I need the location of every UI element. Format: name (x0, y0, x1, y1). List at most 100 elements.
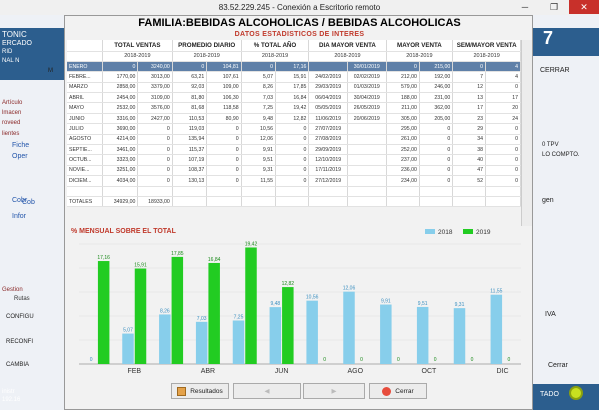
maximize-button[interactable]: ❐ (549, 2, 559, 12)
background-right-header: 7 (533, 28, 599, 56)
data-label: 9,48 (270, 301, 280, 307)
background-app-right (533, 15, 599, 410)
background-left-item: Oper (12, 153, 28, 160)
table-cell: 06/04/2019 (308, 92, 348, 104)
table-cell (172, 186, 208, 197)
table-cell (347, 186, 387, 197)
table-cell: 13 (452, 92, 486, 104)
row-label: JUNIO (67, 113, 103, 125)
data-label: 0 (397, 357, 400, 363)
table-cell: 261,00 (386, 134, 420, 146)
minimize-button[interactable]: ─ (521, 2, 529, 12)
data-label: 0 (90, 357, 93, 363)
table-cell: 236,00 (386, 165, 420, 177)
table-cell: 0 (137, 165, 173, 177)
table-cell: 0 (419, 144, 454, 156)
table-cell: 295,00 (386, 123, 420, 135)
table-cell (419, 186, 454, 197)
x-tick-label: JUN (275, 368, 289, 375)
background-app-left (0, 15, 64, 410)
table-row[interactable]: ABRIL 2454,00 3109,00 81,80 106,30 7,03 16,84 0… (67, 92, 521, 104)
table-cell: 0 (275, 175, 310, 187)
table-scrollbar[interactable] (521, 40, 532, 226)
table-cell: 26/05/2019 (347, 102, 387, 114)
table-cell (308, 61, 348, 73)
row-label: NOVIE... (67, 165, 103, 177)
background-left-item: CONFIGU (6, 314, 34, 320)
table-cell: 7,03 (241, 92, 277, 104)
row-label: AGOSTO (67, 134, 103, 146)
table-row[interactable]: MARZO 2858,00 3379,00 92,03 109,00 8,26 17,85 2… (67, 82, 521, 94)
table-cell (347, 154, 387, 166)
row-label: TOTALES (67, 196, 103, 208)
table-cell: 579,00 (386, 82, 420, 94)
table-cell: 205,00 (419, 113, 454, 125)
bar-2018-dic (490, 294, 503, 364)
table-row[interactable]: DICIEM... 4034,00 0 130,13 0 11,55 0 27/12/2019… (67, 175, 521, 187)
table-cell: 11,55 (241, 175, 277, 187)
table-row[interactable]: SEPTIE... 3461,00 0 115,37 0 9,91 0 29/09/2019 2… (67, 144, 521, 156)
next-button[interactable]: ▶ (303, 383, 365, 399)
table-cell (347, 196, 387, 208)
table-row[interactable]: FEBRE... 1770,00 3013,00 63,21 107,61 5,07 15,… (67, 71, 521, 83)
monthly-percent-chart: 0 5,07 8,26 7,03 7,25 9,48 10,56 12,06 9,91 9,51 9… (79, 229, 521, 375)
bar-2019-may (245, 247, 257, 364)
table-row[interactable] (67, 186, 521, 197)
column-subheader: 2018-2019 (241, 51, 310, 62)
bar-2018-may (232, 320, 245, 364)
cerrar-label: Cerrar (395, 387, 414, 395)
table-cell: 3576,00 (137, 102, 173, 114)
table-cell: 215,00 (419, 61, 454, 73)
data-label: 12,82 (282, 281, 295, 287)
table-cell: 9,31 (241, 165, 277, 177)
previous-button[interactable]: ◀ (233, 383, 301, 399)
table-cell: 212,00 (386, 71, 420, 83)
cerrar-button[interactable]: Cerrar (369, 383, 427, 399)
table-row[interactable]: ENERO 0 3240,00 0 104,81 0 17,16 30/01/2019 0 215… (67, 61, 521, 73)
table-cell (485, 196, 521, 208)
table-cell: 02/02/2019 (347, 71, 387, 83)
table-row[interactable]: AGOSTO 4214,00 0 135,94 0 12,06 0 27/08/2019 261… (67, 134, 521, 146)
table-row[interactable]: JUNIO 3316,00 2427,00 110,53 80,90 9,48 12,82 1… (67, 113, 521, 125)
close-button[interactable]: ✕ (569, 0, 599, 14)
table-cell: 63,21 (172, 71, 208, 83)
table-cell (172, 196, 208, 208)
results-button[interactable]: Resultados (171, 383, 229, 399)
background-left-item: Cobr (12, 197, 28, 204)
data-label: 19,42 (245, 241, 258, 247)
table-cell: 0 (419, 123, 454, 135)
bar-2019-mar (171, 256, 184, 364)
table-row[interactable]: JULIO 3690,00 0 119,03 0 10,56 0 27/07/2019 295,… (67, 123, 521, 135)
table-cell: 3109,00 (137, 92, 173, 104)
x-tick-label: FEB (127, 368, 141, 375)
row-label: ABRIL (67, 92, 103, 104)
results-icon (177, 386, 187, 396)
table-row[interactable]: MAYO 2532,00 3576,00 81,68 118,58 7,25 19,42 05… (67, 102, 521, 114)
data-label: 11,55 (490, 289, 502, 295)
column-header: PROMEDIO DIARIO (172, 40, 242, 52)
table-cell: 362,00 (419, 102, 454, 114)
table-cell (347, 134, 387, 146)
results-label: Resultados (190, 387, 223, 395)
column-header: MAYOR VENTA (386, 40, 454, 52)
table-cell: 231,00 (419, 92, 454, 104)
table-cell: 0 (102, 61, 139, 73)
background-left-item: M (48, 68, 53, 74)
table-cell: 0 (206, 144, 242, 156)
table-row[interactable]: NOVIE... 3251,00 0 108,37 0 9,31 0 17/11/2019 23… (67, 165, 521, 177)
table-cell: 11/06/2019 (308, 113, 348, 125)
table-cell: 0 (485, 82, 521, 94)
background-left-item: roveed (2, 120, 21, 126)
table-cell: 34 (452, 134, 486, 146)
table-row[interactable]: OCTUB... 3323,00 0 107,19 0 9,51 0 12/10/2019 23… (67, 154, 521, 166)
bar-2019-jun (282, 287, 294, 364)
table-cell: 0 (452, 61, 486, 73)
background-right-item: CERRAR (540, 67, 570, 74)
table-header-row: TOTAL VENTAS PROMEDIO DIARIO% TOTAL AÑO DI… (67, 40, 521, 52)
table-cell (241, 186, 277, 197)
table-cell: 12 (452, 82, 486, 94)
window-subtitle: DATOS ESTADISTICOS DE INTERES (234, 31, 365, 38)
table-row[interactable]: TOTALES 34929,00 18933,00 (67, 196, 521, 208)
data-label: 7,03 (197, 316, 207, 322)
bar-2018-mar (159, 314, 171, 364)
